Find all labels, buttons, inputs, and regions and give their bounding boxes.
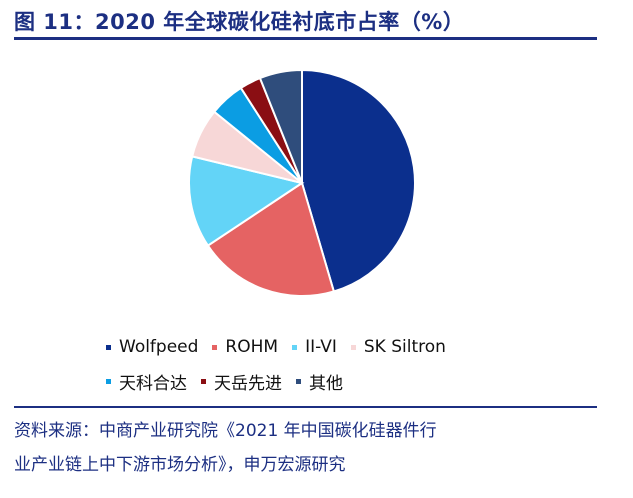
legend-marker	[212, 344, 218, 350]
source-line-2: 业产业链上中下游市场分析》，申万宏源研究	[14, 455, 346, 475]
source-line-1: 资料来源：中商产业研究院《2021 年中国碳化硅器件行	[14, 421, 437, 441]
pie-slice-6	[258, 68, 303, 184]
legend-item-sk-siltron: SK Siltron	[350, 337, 446, 357]
pie-slice-1	[206, 181, 336, 297]
legend-marker	[350, 344, 356, 350]
chart-legend: Wolfpeed ROHM II-VI SK Siltron 天科合达 天岳先进…	[106, 330, 546, 398]
legend-label: ROHM	[225, 337, 279, 357]
legend-row-1: Wolfpeed ROHM II-VI SK Siltron	[106, 330, 546, 364]
legend-item-wolfpeed: Wolfpeed	[106, 337, 198, 357]
legend-item-other: 其他	[296, 369, 343, 394]
legend-marker	[106, 378, 111, 384]
legend-label: 其他	[309, 373, 343, 394]
legend-label: 天岳先进	[214, 373, 282, 394]
source-rule	[14, 406, 597, 408]
legend-item-tankeheda: 天科合达	[106, 369, 187, 394]
chart-title: 图 11：2020 年全球碳化硅衬底市占率（%）	[14, 10, 465, 34]
pie-chart	[188, 68, 416, 297]
legend-label: Wolfpeed	[119, 337, 199, 357]
title-underline	[14, 37, 597, 40]
legend-label: II-VI	[305, 337, 337, 357]
legend-marker	[201, 378, 206, 384]
legend-label: SK Siltron	[363, 337, 446, 357]
legend-label: 天科合达	[119, 373, 187, 394]
legend-marker	[296, 378, 301, 384]
legend-item-tianyue: 天岳先进	[201, 369, 282, 394]
legend-item-ii-vi: II-VI	[292, 337, 337, 357]
source-note: 资料来源：中商产业研究院《2021 年中国碳化硅器件行 业产业链上中下游市场分析…	[14, 414, 604, 482]
pie-slice-2	[188, 155, 305, 247]
legend-marker	[292, 344, 298, 350]
legend-marker	[106, 344, 111, 350]
pie-slice-0	[301, 68, 416, 293]
legend-row-2: 天科合达 天岳先进 其他	[106, 364, 546, 398]
legend-item-rohm: ROHM	[212, 337, 278, 357]
